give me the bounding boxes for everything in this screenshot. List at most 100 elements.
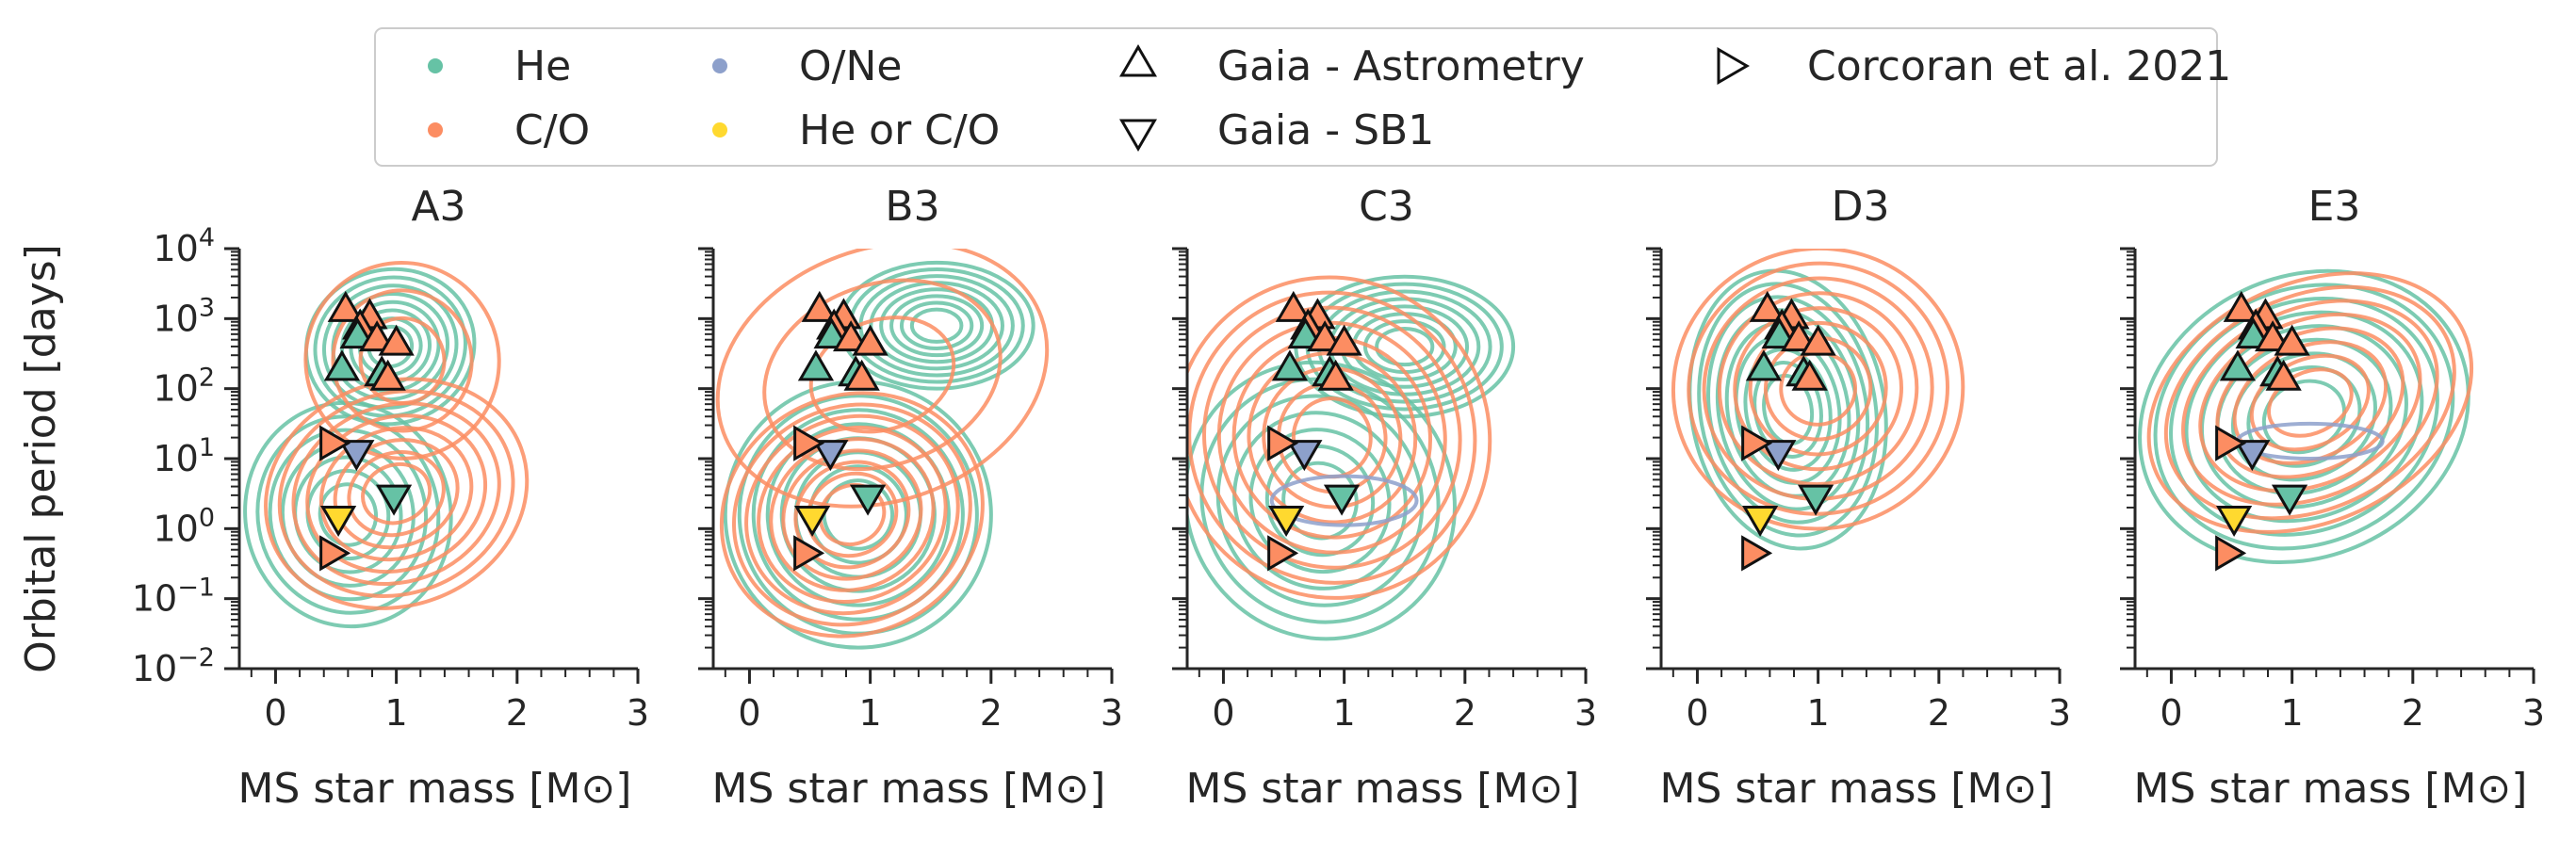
kde-contour-c-o — [361, 461, 432, 526]
x-tick-label: 1 — [1807, 692, 1830, 734]
x-tick-label: 1 — [859, 692, 882, 734]
data-point-triangle-down — [1267, 505, 1305, 537]
data-point-triangle-up — [843, 359, 880, 391]
kde-contour-he — [723, 380, 993, 650]
legend-item-o-ne: O/Ne — [712, 42, 902, 90]
kde-contour-he — [304, 267, 477, 427]
kde-contour-c-o — [818, 482, 887, 547]
kde-contour-c-o — [1187, 290, 1477, 585]
data-point-triangle-up — [1745, 349, 1783, 381]
x-tick-label: 3 — [2048, 692, 2071, 734]
kde-contour-he — [2153, 283, 2455, 551]
kde-contour-c-o — [715, 249, 1050, 509]
legend-label: Corcoran et al. 2021 — [1807, 42, 2231, 90]
kde-contour-c-o — [1702, 276, 1934, 501]
panel-c3: C3 0 1 2 3 MS star mass [M⊙] — [1172, 183, 1597, 813]
data-point-triangle-up — [2219, 349, 2257, 381]
data-point-triangle-up — [1800, 324, 1836, 356]
legend-item-he: He — [428, 42, 571, 90]
legend-item-c-o: C/O — [428, 106, 590, 154]
kde-contour-o-ne — [1269, 474, 1419, 527]
y-tick-label: 104 — [153, 223, 215, 269]
data-point-triangle-down — [812, 440, 849, 472]
data-point-triangle-up — [797, 349, 835, 381]
x-tick-label: 0 — [2160, 692, 2182, 734]
kde-contour-he — [1375, 327, 1435, 367]
data-point-triangle-up — [327, 290, 364, 322]
data-point-triangle-up — [1326, 324, 1362, 356]
y-tick-label: 100 — [153, 503, 215, 549]
panel-e3: E3 0 1 2 3 MS star mass [M⊙] — [2120, 183, 2545, 813]
x-tick-label: 1 — [385, 692, 408, 734]
x-tick-label: 1 — [2281, 692, 2304, 734]
kde-contour-c-o — [318, 426, 474, 562]
legend-label: O/Ne — [799, 42, 902, 90]
legend: He C/O O/Ne He or C/O Gaia - Astrometry Gaia … — [374, 27, 2231, 167]
data-point-triangle-up — [2265, 359, 2302, 391]
kde-contour-c-o — [2266, 367, 2354, 438]
kde-contour-c-o — [808, 315, 956, 434]
x-tick-label: 2 — [506, 692, 529, 734]
y-tick-label: 101 — [153, 433, 215, 479]
data-point-triangle-up — [1275, 290, 1312, 322]
kde-contour-he — [1724, 321, 1851, 498]
panel-title: C3 — [1359, 183, 1414, 231]
kde-contour-he — [1697, 282, 1879, 538]
kde-contour-he — [1743, 348, 1833, 472]
kde-contour-c-o — [1247, 350, 1418, 525]
kde-contour-c-o — [757, 425, 948, 604]
kde-contour-c-o — [1733, 306, 1903, 472]
observations — [1741, 290, 1836, 572]
data-point-triangle-down — [375, 484, 413, 516]
data-point-triangle-up — [358, 320, 396, 352]
data-point-triangle-down — [849, 484, 887, 516]
panel-title: B3 — [885, 183, 939, 231]
data-point-triangle-right — [793, 535, 825, 572]
data-point-triangle-down — [338, 440, 375, 472]
kde-contour-he — [889, 294, 985, 358]
data-point-triangle-down — [1286, 440, 1323, 472]
x-tick-label: 3 — [1574, 692, 1597, 734]
observations — [319, 290, 415, 572]
x-tick-label: 3 — [2522, 692, 2545, 734]
data-point-triangle-right — [1741, 535, 1773, 572]
data-point-triangle-up — [1306, 320, 1344, 352]
kde-contour-c-o — [264, 377, 530, 610]
kde-contours — [715, 249, 1050, 650]
data-point-triangle-up — [2223, 290, 2259, 322]
data-point-triangle-up — [1791, 359, 1828, 391]
x-axis-title: MS star mass [M⊙] — [238, 765, 632, 813]
data-point-triangle-right — [1741, 425, 1773, 461]
x-tick-label: 3 — [1101, 692, 1123, 734]
kde-contour-c-o — [277, 389, 515, 598]
legend-label: He or C/O — [799, 106, 1000, 154]
legend-item-gaia-sb1: Gaia - SB1 — [1118, 106, 1434, 154]
x-tick-label: 0 — [738, 692, 760, 734]
data-point-triangle-down — [2215, 505, 2253, 537]
kde-contour-c-o — [1687, 261, 1949, 516]
data-point-triangle-right — [319, 535, 351, 572]
x-tick-label: 2 — [2402, 692, 2424, 734]
observations — [793, 290, 889, 572]
kde-contour-c-o — [291, 401, 501, 587]
observations — [2215, 290, 2310, 572]
data-point-triangle-up — [852, 324, 889, 356]
kde-contour-c-o — [305, 413, 488, 574]
kde-contour-he — [1264, 444, 1376, 558]
panels: Orbital period [days]A310−210−1100101102… — [17, 183, 2545, 813]
legend-item-he-or-c-o: He or C/O — [712, 106, 1000, 154]
x-tick-label: 2 — [1928, 692, 1950, 734]
panel-b3: B3 0 1 2 3 MS star mass [M⊙] — [698, 183, 1123, 813]
legend-label: Gaia - Astrometry — [1217, 42, 1585, 90]
kde-contour-c-o — [1291, 396, 1373, 479]
legend-dot-marker — [428, 58, 443, 73]
kde-contour-he — [737, 394, 979, 636]
data-point-triangle-right — [2215, 425, 2247, 461]
legend-triangle-down-marker — [1118, 119, 1158, 152]
x-axis-title: MS star mass [M⊙] — [1660, 765, 2054, 813]
legend-triangle-up-marker — [1118, 44, 1158, 77]
panel-d3: D3 0 1 2 3 MS star mass [M⊙] — [1646, 183, 2071, 813]
x-axis-title: MS star mass [M⊙] — [2134, 765, 2528, 813]
kde-contour-c-o — [303, 260, 501, 461]
